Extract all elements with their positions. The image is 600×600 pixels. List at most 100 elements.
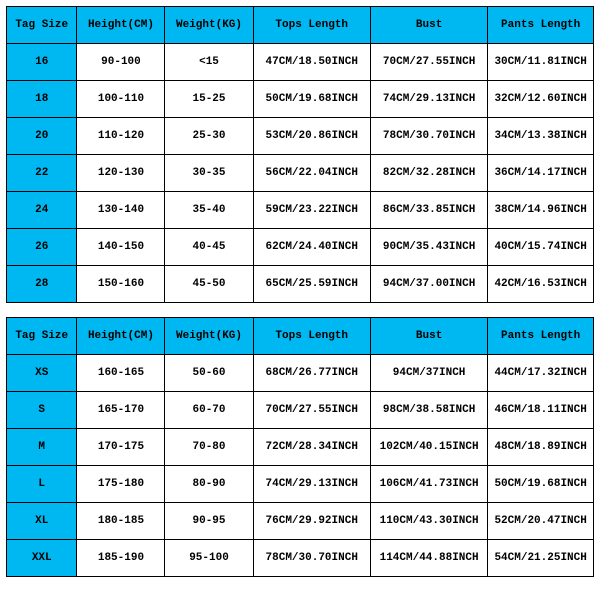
- cell-height: 175-180: [77, 466, 165, 503]
- cell-weight: 50-60: [165, 355, 253, 392]
- cell-pants-length: 54CM/21.25INCH: [488, 540, 594, 577]
- table-row: L175-18080-9074CM/29.13INCH106CM/41.73IN…: [7, 466, 594, 503]
- cell-height: 110-120: [77, 118, 165, 155]
- table-row: 20110-12025-3053CM/20.86INCH78CM/30.70IN…: [7, 118, 594, 155]
- cell-tag-size: 20: [7, 118, 77, 155]
- cell-pants-length: 34CM/13.38INCH: [488, 118, 594, 155]
- cell-height: 100-110: [77, 81, 165, 118]
- cell-height: 90-100: [77, 44, 165, 81]
- cell-bust: 114CM/44.88INCH: [370, 540, 487, 577]
- cell-height: 170-175: [77, 429, 165, 466]
- cell-bust: 82CM/32.28INCH: [370, 155, 487, 192]
- cell-tops-length: 59CM/23.22INCH: [253, 192, 370, 229]
- table-row: 28150-16045-5065CM/25.59INCH94CM/37.00IN…: [7, 266, 594, 303]
- cell-height: 185-190: [77, 540, 165, 577]
- cell-weight: 30-35: [165, 155, 253, 192]
- col-header-pants: Pants Length: [488, 7, 594, 44]
- cell-weight: 45-50: [165, 266, 253, 303]
- cell-pants-length: 42CM/16.53INCH: [488, 266, 594, 303]
- table-row: 22120-13030-3556CM/22.04INCH82CM/32.28IN…: [7, 155, 594, 192]
- cell-bust: 90CM/35.43INCH: [370, 229, 487, 266]
- cell-weight: 80-90: [165, 466, 253, 503]
- table-header: Tag Size Height(CM) Weight(KG) Tops Leng…: [7, 7, 594, 44]
- cell-height: 130-140: [77, 192, 165, 229]
- cell-pants-length: 50CM/19.68INCH: [488, 466, 594, 503]
- cell-tops-length: 47CM/18.50INCH: [253, 44, 370, 81]
- cell-tag-size: 16: [7, 44, 77, 81]
- table-row: 26140-15040-4562CM/24.40INCH90CM/35.43IN…: [7, 229, 594, 266]
- cell-weight: 25-30: [165, 118, 253, 155]
- cell-weight: <15: [165, 44, 253, 81]
- cell-tag-size: 22: [7, 155, 77, 192]
- cell-pants-length: 52CM/20.47INCH: [488, 503, 594, 540]
- cell-weight: 70-80: [165, 429, 253, 466]
- cell-tops-length: 62CM/24.40INCH: [253, 229, 370, 266]
- cell-tag-size: XS: [7, 355, 77, 392]
- cell-weight: 60-70: [165, 392, 253, 429]
- cell-tag-size: 28: [7, 266, 77, 303]
- cell-pants-length: 48CM/18.89INCH: [488, 429, 594, 466]
- cell-tops-length: 78CM/30.70INCH: [253, 540, 370, 577]
- col-header-tag-size: Tag Size: [7, 318, 77, 355]
- cell-tag-size: XL: [7, 503, 77, 540]
- cell-tops-length: 76CM/29.92INCH: [253, 503, 370, 540]
- cell-tops-length: 56CM/22.04INCH: [253, 155, 370, 192]
- table-row: XL180-18590-9576CM/29.92INCH110CM/43.30I…: [7, 503, 594, 540]
- table-row: 18100-11015-2550CM/19.68INCH74CM/29.13IN…: [7, 81, 594, 118]
- cell-bust: 106CM/41.73INCH: [370, 466, 487, 503]
- col-header-bust: Bust: [370, 318, 487, 355]
- cell-tag-size: XXL: [7, 540, 77, 577]
- cell-tops-length: 74CM/29.13INCH: [253, 466, 370, 503]
- cell-height: 140-150: [77, 229, 165, 266]
- cell-pants-length: 38CM/14.96INCH: [488, 192, 594, 229]
- cell-bust: 94CM/37.00INCH: [370, 266, 487, 303]
- col-header-bust: Bust: [370, 7, 487, 44]
- cell-bust: 86CM/33.85INCH: [370, 192, 487, 229]
- table-row: 24130-14035-4059CM/23.22INCH86CM/33.85IN…: [7, 192, 594, 229]
- cell-bust: 70CM/27.55INCH: [370, 44, 487, 81]
- cell-bust: 102CM/40.15INCH: [370, 429, 487, 466]
- col-header-tag-size: Tag Size: [7, 7, 77, 44]
- col-header-height: Height(CM): [77, 7, 165, 44]
- cell-tops-length: 68CM/26.77INCH: [253, 355, 370, 392]
- table-row: 1690-100<1547CM/18.50INCH70CM/27.55INCH3…: [7, 44, 594, 81]
- cell-tag-size: M: [7, 429, 77, 466]
- cell-pants-length: 36CM/14.17INCH: [488, 155, 594, 192]
- col-header-weight: Weight(KG): [165, 7, 253, 44]
- table-row: M170-17570-8072CM/28.34INCH102CM/40.15IN…: [7, 429, 594, 466]
- cell-height: 150-160: [77, 266, 165, 303]
- cell-weight: 90-95: [165, 503, 253, 540]
- cell-pants-length: 30CM/11.81INCH: [488, 44, 594, 81]
- table-row: XS160-16550-6068CM/26.77INCH94CM/37INCH4…: [7, 355, 594, 392]
- cell-weight: 95-100: [165, 540, 253, 577]
- cell-tops-length: 72CM/28.34INCH: [253, 429, 370, 466]
- cell-height: 120-130: [77, 155, 165, 192]
- table-row: XXL185-19095-10078CM/30.70INCH114CM/44.8…: [7, 540, 594, 577]
- col-header-tops: Tops Length: [253, 7, 370, 44]
- cell-tag-size: 18: [7, 81, 77, 118]
- cell-height: 160-165: [77, 355, 165, 392]
- cell-bust: 78CM/30.70INCH: [370, 118, 487, 155]
- cell-pants-length: 44CM/17.32INCH: [488, 355, 594, 392]
- cell-bust: 94CM/37INCH: [370, 355, 487, 392]
- cell-height: 180-185: [77, 503, 165, 540]
- col-header-pants: Pants Length: [488, 318, 594, 355]
- cell-weight: 15-25: [165, 81, 253, 118]
- cell-tag-size: L: [7, 466, 77, 503]
- table-row: S165-17060-7070CM/27.55INCH98CM/38.58INC…: [7, 392, 594, 429]
- size-chart-table-adult: Tag Size Height(CM) Weight(KG) Tops Leng…: [6, 317, 594, 577]
- cell-height: 165-170: [77, 392, 165, 429]
- cell-weight: 35-40: [165, 192, 253, 229]
- cell-tag-size: 24: [7, 192, 77, 229]
- cell-bust: 74CM/29.13INCH: [370, 81, 487, 118]
- col-header-weight: Weight(KG): [165, 318, 253, 355]
- cell-tag-size: 26: [7, 229, 77, 266]
- table-header: Tag Size Height(CM) Weight(KG) Tops Leng…: [7, 318, 594, 355]
- col-header-tops: Tops Length: [253, 318, 370, 355]
- cell-pants-length: 40CM/15.74INCH: [488, 229, 594, 266]
- cell-tag-size: S: [7, 392, 77, 429]
- cell-tops-length: 53CM/20.86INCH: [253, 118, 370, 155]
- cell-bust: 110CM/43.30INCH: [370, 503, 487, 540]
- size-chart-table-kids: Tag Size Height(CM) Weight(KG) Tops Leng…: [6, 6, 594, 303]
- cell-weight: 40-45: [165, 229, 253, 266]
